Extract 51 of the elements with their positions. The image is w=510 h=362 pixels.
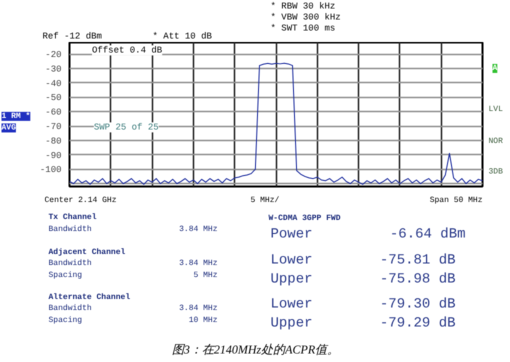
text: Bandwidth — [48, 304, 92, 313]
text: Ref -12 dBm — [42, 32, 102, 42]
text: Upper — [270, 316, 313, 332]
text: LVL — [488, 105, 504, 114]
text: 5 MHz/ — [250, 196, 280, 205]
text: Lower — [270, 252, 313, 268]
text: 3.84 MHz — [179, 304, 218, 313]
y-tick-label: -50 — [45, 93, 62, 104]
text: -6.64 dBm — [390, 226, 466, 242]
text: 1 RM * — [2, 112, 30, 121]
text: -75.98 dB — [380, 272, 456, 288]
text: Upper — [270, 272, 313, 288]
y-tick-label: -70 — [45, 122, 62, 132]
text: Center 2.14 GHz — [44, 196, 117, 205]
text: -75.81 dB — [380, 252, 456, 268]
text: * VBW 300 kHz — [270, 12, 341, 22]
text: * RBW 30 kHz — [270, 2, 336, 12]
text: 5 MHz — [193, 271, 218, 280]
text: -79.30 dB — [380, 296, 456, 312]
y-tick-label: -60 — [45, 108, 62, 118]
text: Spacing — [48, 271, 82, 280]
y-tick-label: -100 — [40, 165, 62, 176]
y-tick-label: -30 — [45, 64, 62, 74]
text: * SWT 100 ms — [270, 24, 336, 34]
text: AVG — [2, 123, 16, 132]
annotation: SWP 25 of 25 — [94, 122, 159, 132]
text: 10 MHz — [188, 316, 218, 325]
text: Span 50 MHz — [430, 196, 483, 205]
text: Alternate Channel — [48, 293, 130, 302]
text: NOR — [488, 136, 504, 146]
line-series — [70, 62, 482, 185]
text: Lower — [270, 296, 313, 312]
text: W-CDMA 3GPP FWD — [268, 214, 341, 223]
text: Adjacent Channel — [48, 248, 126, 257]
y-tick-label: -40 — [45, 78, 62, 89]
text: Power — [270, 226, 313, 242]
text: Spacing — [48, 316, 82, 325]
y-tick-label: -90 — [45, 150, 62, 161]
text: * Att 10 dB — [152, 32, 213, 42]
text: 3.84 MHz — [179, 259, 218, 268]
text: -79.29 dB — [380, 316, 456, 332]
text: Bandwidth — [48, 259, 92, 268]
text: A — [492, 64, 498, 73]
text: Bandwidth — [48, 225, 92, 234]
text: 3DB — [488, 168, 504, 177]
y-tick-label: -80 — [45, 136, 62, 146]
text: 3.84 MHz — [179, 225, 218, 234]
y-tick-label: -20 — [45, 50, 62, 60]
annotation: Offset 0.4 dB — [92, 45, 163, 56]
text: Tx Channel — [48, 213, 97, 222]
text: 图3：在2140MHz处的ACPR值。 — [172, 342, 340, 356]
